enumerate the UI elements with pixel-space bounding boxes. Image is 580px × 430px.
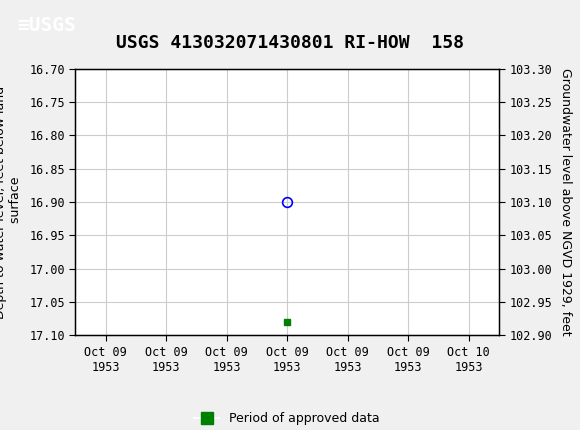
- Text: USGS 413032071430801 RI-HOW  158: USGS 413032071430801 RI-HOW 158: [116, 34, 464, 52]
- Y-axis label: Groundwater level above NGVD 1929, feet: Groundwater level above NGVD 1929, feet: [559, 68, 572, 336]
- Legend: Period of approved data: Period of approved data: [189, 408, 385, 430]
- Y-axis label: Depth to water level, feet below land
 surface: Depth to water level, feet below land su…: [0, 86, 23, 319]
- Text: ≡USGS: ≡USGS: [17, 16, 76, 35]
